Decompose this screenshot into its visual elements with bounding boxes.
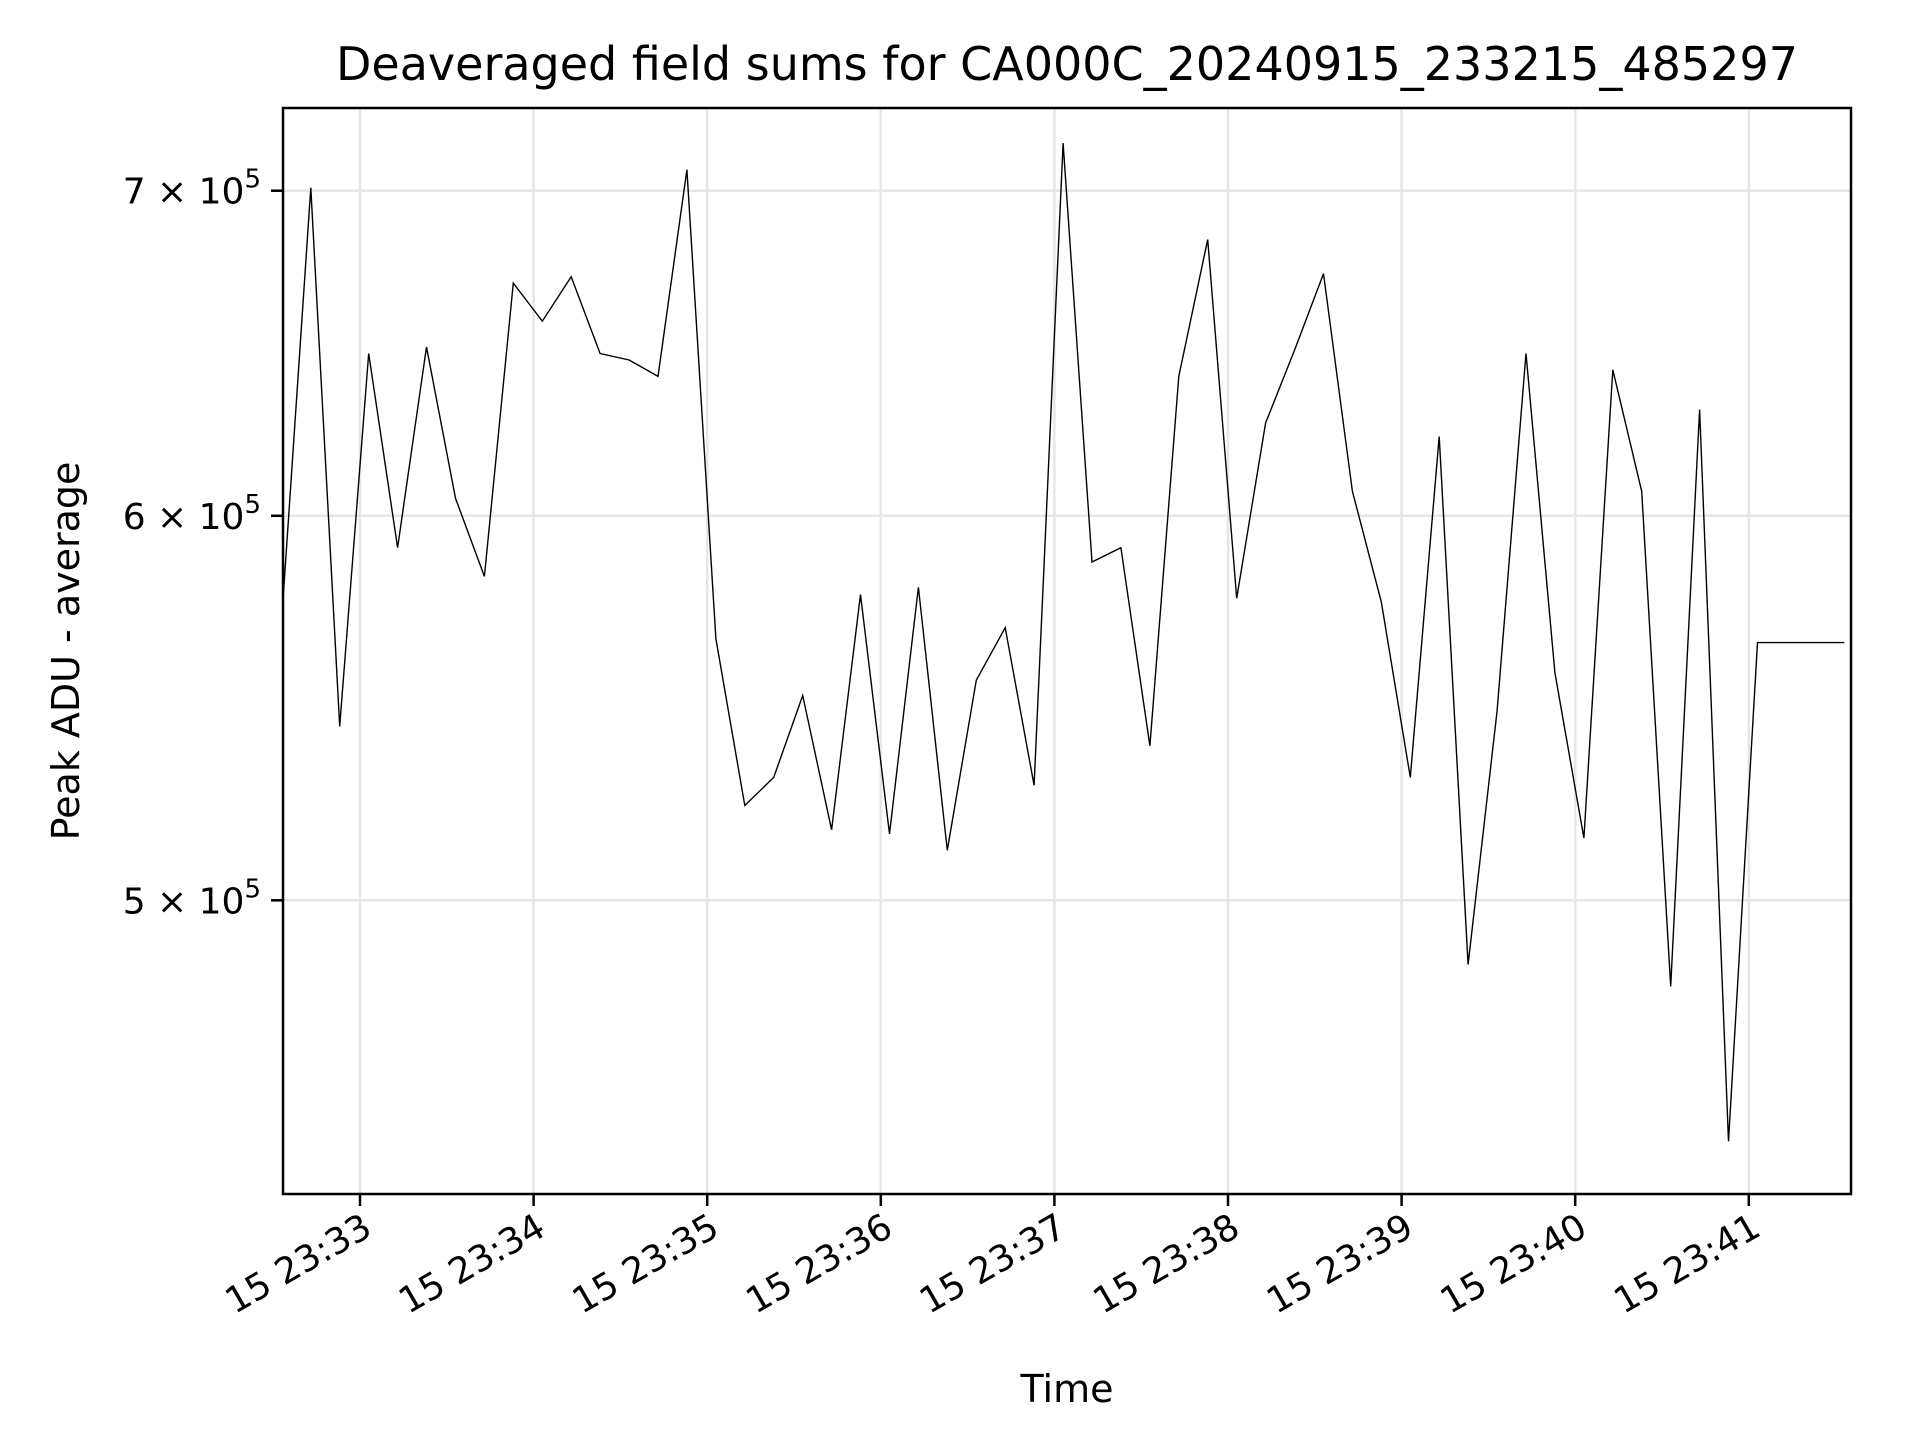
x-tick-label: 15 23:35 [566,1206,726,1322]
plot-frame [281,106,1853,1196]
y-tick-label: 7 × 105 [123,165,261,213]
x-tick-label: 15 23:40 [1434,1206,1594,1322]
grid [283,108,1851,1194]
x-axis: 15 23:33 15 23:34 15 23:35 15 23:36 15 23:37… [219,1194,1767,1322]
y-tick-label: 5 × 105 [123,874,261,922]
x-tick-label: 15 23:39 [1260,1206,1420,1322]
x-axis-label: Time [1020,1367,1114,1411]
series-layer [283,143,1845,1142]
x-tick-label: 15 23:41 [1607,1206,1767,1322]
x-tick-label: 15 23:33 [219,1206,379,1322]
y-axis: 5 × 105 6 × 105 7 × 105 [123,165,283,922]
series-line-0 [283,143,1845,1142]
x-tick-label: 15 23:37 [913,1206,1073,1322]
y-tick-label: 6 × 105 [123,490,261,538]
y-axis-label: Peak ADU - average [44,462,88,841]
x-tick-label: 15 23:34 [392,1206,552,1322]
x-tick-label: 15 23:36 [739,1206,899,1322]
chart-title: Deaveraged field sums for CA000C_2024091… [336,37,1798,91]
x-tick-label: 15 23:38 [1087,1206,1247,1322]
